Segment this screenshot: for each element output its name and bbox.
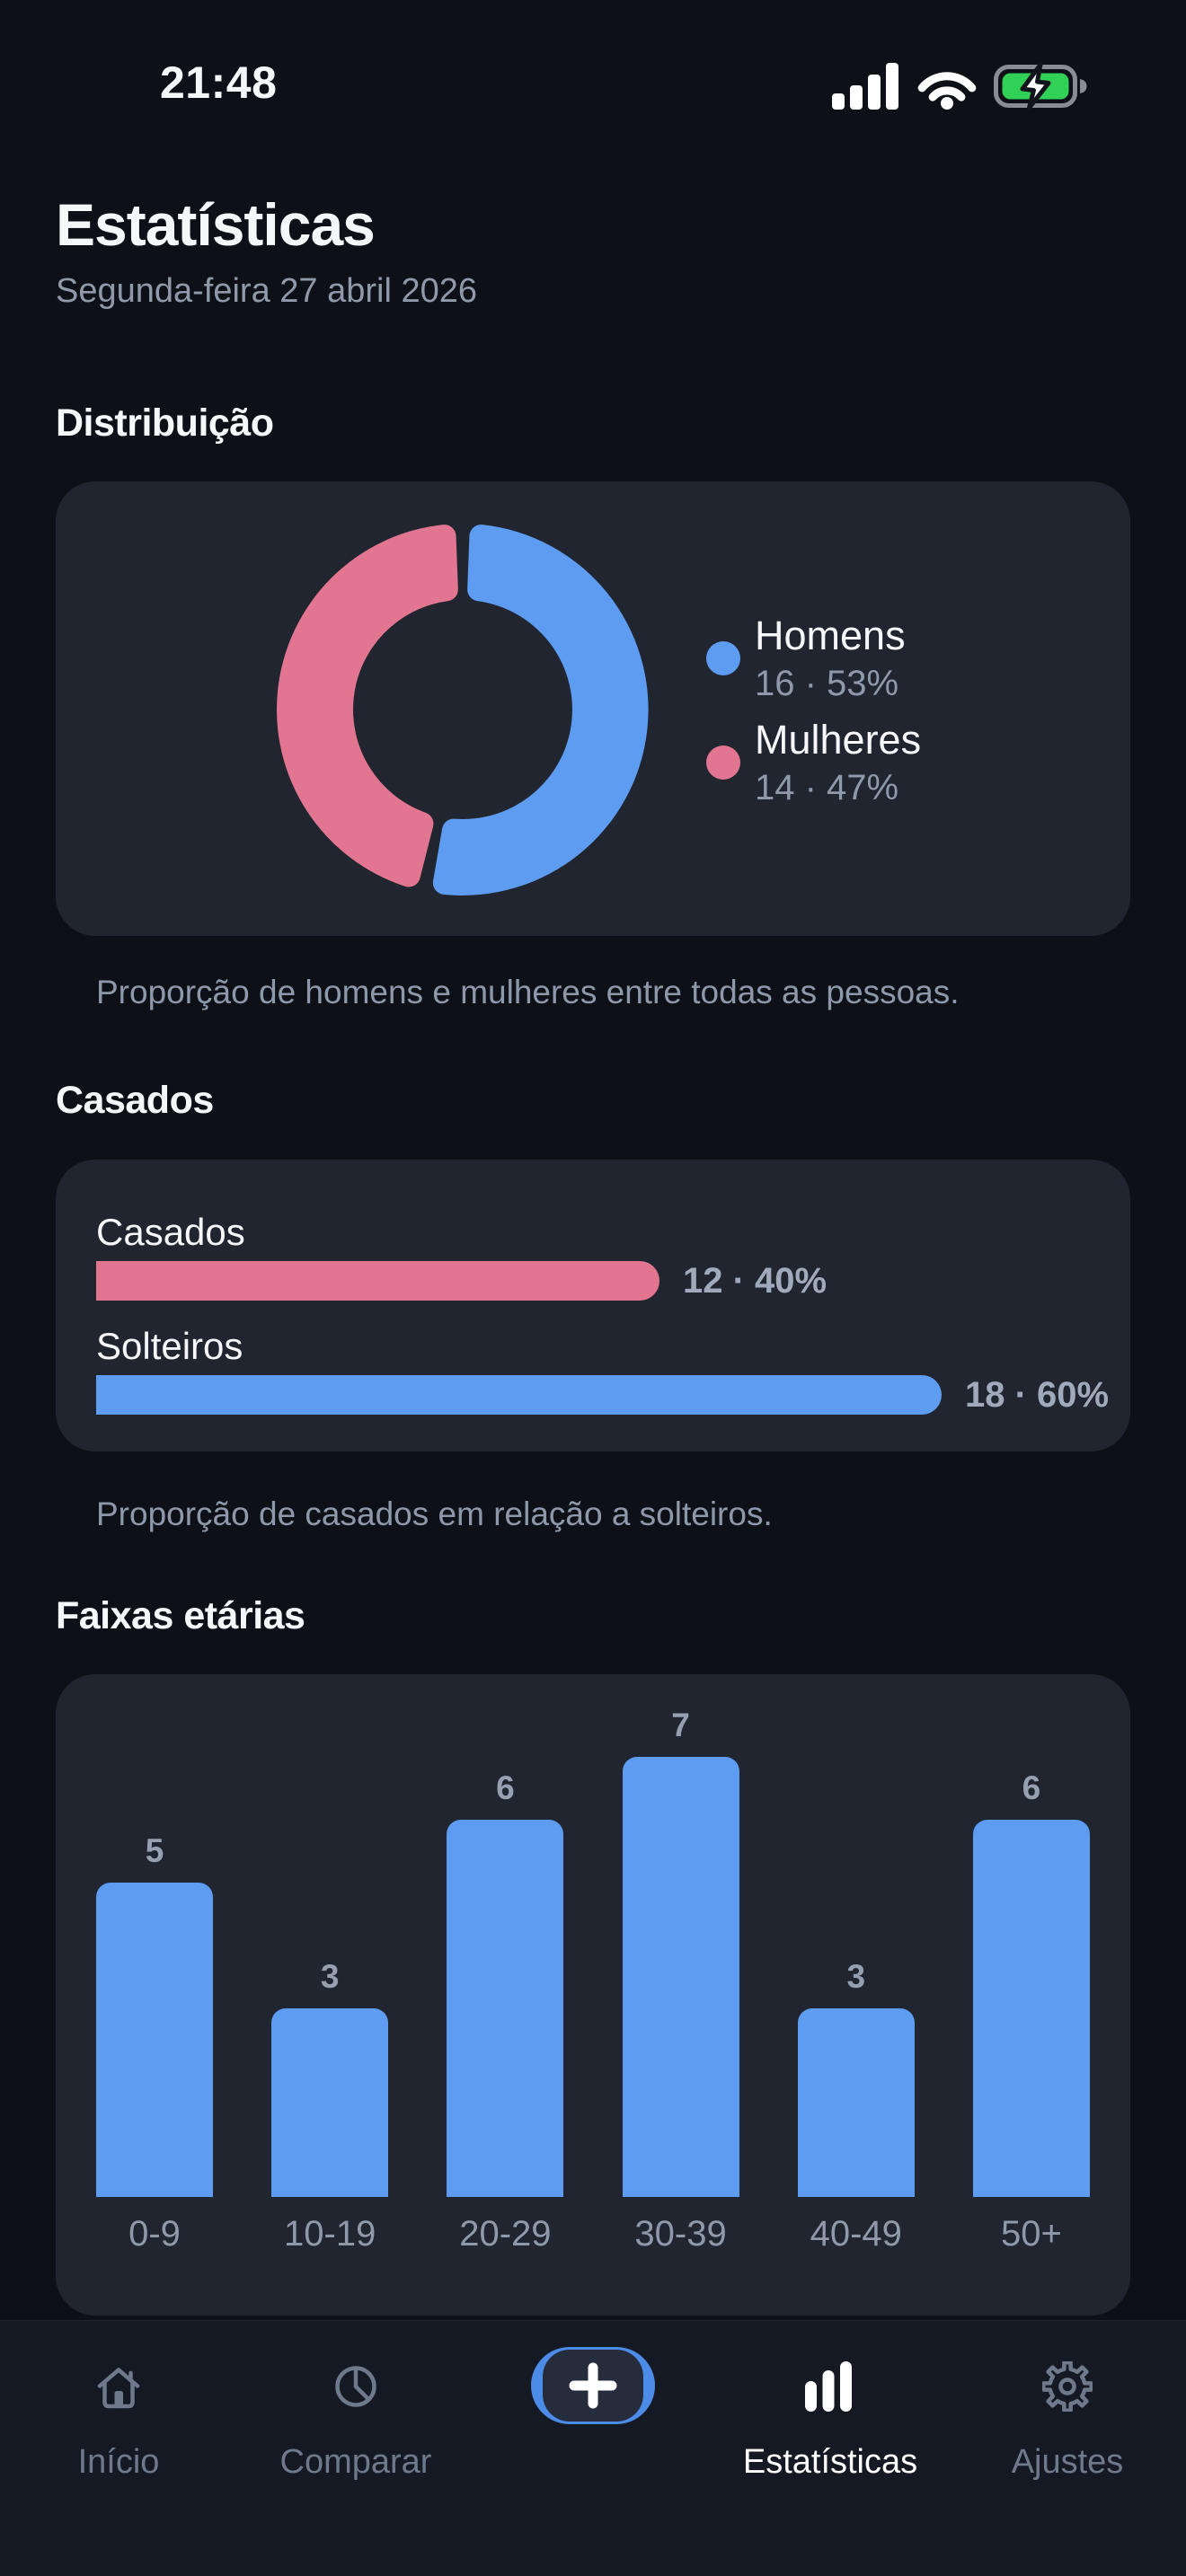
hbar-row: 12 · 40%	[96, 1261, 1090, 1301]
bar-column: 7 30-39	[622, 1705, 739, 2256]
legend-dot	[706, 745, 740, 780]
status-bar-time: 21:48	[160, 57, 278, 108]
bar-column: 3 40-49	[797, 1956, 915, 2256]
battery-charging-icon	[994, 63, 1087, 110]
tab-label-ajustes: Ajustes	[1011, 2443, 1124, 2481]
bar	[271, 2008, 389, 2197]
bar-column: 3 10-19	[271, 1956, 389, 2256]
bar-column: 6 20-29	[447, 1768, 564, 2256]
plus-icon	[569, 2362, 617, 2409]
bar-value-label: 5	[145, 1832, 164, 1869]
tab-bar: Início Comparar	[0, 2320, 1186, 2576]
ages-bar-chart: 5 0-9 3 10-19 6 20-29 7 30-39 3 40-49 6 50+	[96, 1705, 1090, 2256]
bar	[622, 1757, 739, 2197]
bar-category-label: 30-39	[634, 2214, 727, 2254]
donut-chart-card: Homens 16 · 53% Mulheres 14 · 47%	[56, 481, 1130, 936]
bar-column: 6 50+	[972, 1768, 1090, 2256]
bar-column: 5 0-9	[96, 1831, 213, 2256]
home-icon	[97, 2368, 140, 2409]
tab-item-inicio[interactable]: Início	[0, 2321, 237, 2576]
bar-value-label: 3	[320, 1958, 340, 1995]
bar-category-label: 0-9	[128, 2214, 181, 2254]
hbar	[96, 1261, 659, 1301]
hbar-label: Casados	[96, 1211, 245, 1253]
bar	[96, 1883, 213, 2197]
tab-label-estatisticas: Estatísticas	[742, 2443, 918, 2481]
page-title: Estatísticas	[56, 191, 376, 258]
status-bar-icons	[832, 63, 1091, 110]
bar-category-label: 20-29	[459, 2214, 552, 2254]
bar-value-label: 6	[496, 1769, 515, 1806]
legend-value: 14 · 47%	[755, 768, 899, 807]
cellular-signal-icon	[832, 63, 898, 110]
legend-value: 16 · 53%	[755, 664, 899, 703]
tab-label-comparar: Comparar	[279, 2443, 432, 2481]
hbar	[96, 1375, 942, 1415]
bar-category-label: 50+	[1001, 2214, 1062, 2254]
ages-chart-card: 5 0-9 3 10-19 6 20-29 7 30-39 3 40-49 6 50+	[56, 1674, 1130, 2316]
donut-segment-homens	[432, 525, 649, 895]
tab-item-comparar[interactable]: Comparar	[237, 2321, 474, 2576]
chart-caption-distribution: Proporção de homens e mulheres entre tod…	[96, 974, 960, 1010]
section-heading-distribution: Distribuição	[56, 401, 274, 445]
page-date: Segunda-feira 27 abril 2026	[56, 272, 478, 310]
tab-item-add[interactable]	[474, 2321, 712, 2576]
donut-legend: Homens 16 · 53% Mulheres 14 · 47%	[706, 613, 921, 808]
add-button[interactable]	[531, 2347, 655, 2424]
bar	[447, 1820, 564, 2197]
bar	[972, 1820, 1090, 2197]
donut-segment-mulheres	[277, 525, 458, 887]
bar-value-label: 6	[1022, 1769, 1041, 1806]
pie-chart-icon	[335, 2366, 376, 2407]
legend-name: Mulheres	[755, 717, 922, 763]
bar-chart-icon	[805, 2361, 852, 2412]
chart-caption-married: Proporção de casados em relação a soltei…	[96, 1495, 773, 1532]
section-heading-married: Casados	[56, 1079, 214, 1122]
hbar-label: Solteiros	[96, 1325, 243, 1367]
hbar-value: 18 · 60%	[965, 1374, 1110, 1415]
legend-dot	[706, 641, 740, 675]
hbar-value: 12 · 40%	[683, 1260, 828, 1301]
legend-item: Homens 16 · 53%	[706, 613, 921, 704]
legend-item: Mulheres 14 · 47%	[706, 717, 921, 808]
bar-value-label: 3	[846, 1958, 866, 1995]
bar-category-label: 10-19	[284, 2214, 376, 2254]
gear-icon	[1042, 2361, 1093, 2412]
donut-chart	[277, 525, 649, 895]
bar-value-label: 7	[671, 1707, 690, 1743]
married-chart-card: Casados 12 · 40% Solteiros 18 · 60%	[56, 1160, 1130, 1451]
legend-name: Homens	[755, 613, 906, 658]
section-heading-ages: Faixas etárias	[56, 1594, 305, 1637]
bar-category-label: 40-49	[810, 2214, 902, 2254]
tab-item-estatisticas[interactable]: Estatísticas	[712, 2321, 949, 2576]
bar	[797, 2008, 915, 2197]
wifi-icon	[917, 72, 977, 110]
married-bars: Casados 12 · 40% Solteiros 18 · 60%	[96, 1210, 1109, 1438]
tab-item-ajustes[interactable]: Ajustes	[949, 2321, 1186, 2576]
hbar-row: 18 · 60%	[96, 1375, 1109, 1415]
tab-label-inicio: Início	[77, 2443, 160, 2481]
